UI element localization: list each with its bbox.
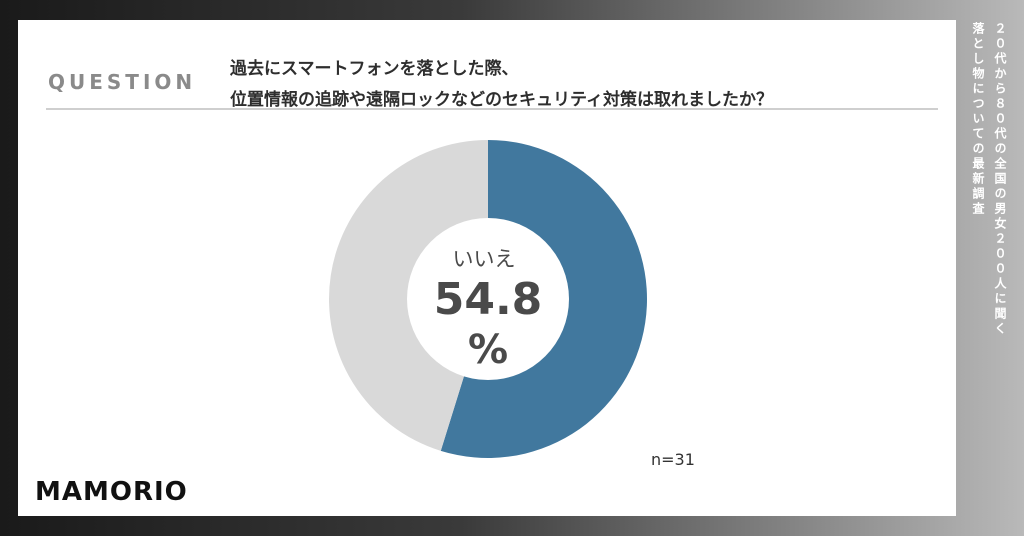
question-label: QUESTION — [48, 70, 197, 94]
center-value: 54.8 — [434, 274, 543, 325]
question-line-1: 過去にスマートフォンを落とした際、 — [230, 59, 519, 79]
side-caption: ２０代から８０代の全国の男女２００人に聞く 落とし物についての最新調査 — [966, 22, 1022, 442]
center-unit: % — [468, 327, 508, 373]
brand-logo: MAMORIO — [35, 477, 188, 507]
side-caption-line-1: ２０代から８０代の全国の男女２００人に聞く — [993, 22, 1007, 337]
donut-chart: いいえ 54.8 % — [329, 140, 648, 458]
donut-hole — [407, 218, 569, 380]
side-caption-line-2: 落とし物についての最新調査 — [971, 22, 985, 217]
center-label: いいえ — [453, 247, 516, 271]
divider — [46, 108, 938, 110]
sample-size: n=31 — [651, 450, 695, 469]
question-text: 過去にスマートフォンを落とした際、 位置情報の追跡や遠隔ロックなどのセキュリティ… — [230, 54, 930, 116]
content-card: QUESTION 過去にスマートフォンを落とした際、 位置情報の追跡や遠隔ロック… — [18, 20, 956, 516]
question-line-2: 位置情報の追跡や遠隔ロックなどのセキュリティ対策は取れましたか？ — [230, 90, 773, 110]
